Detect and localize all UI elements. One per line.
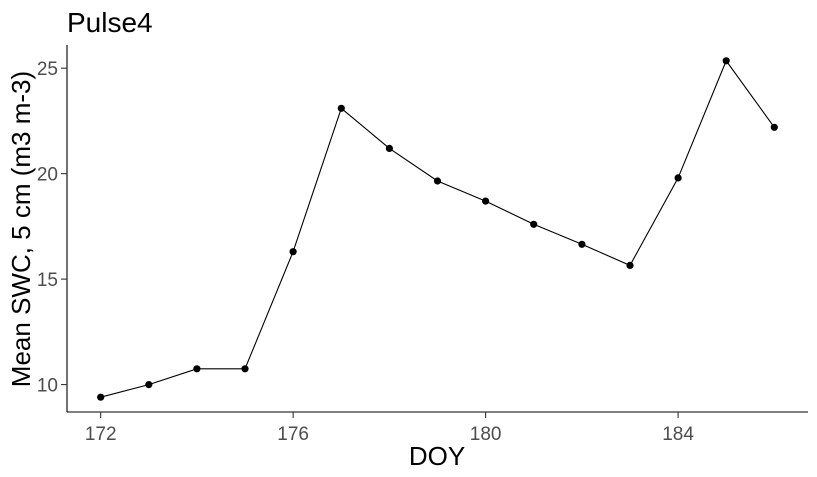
data-point	[626, 261, 634, 269]
series-line	[100, 59, 775, 398]
data-points	[97, 57, 778, 401]
x-ticks: 172 176 180 184	[85, 412, 694, 445]
data-point	[530, 220, 538, 228]
data-point	[674, 174, 682, 182]
y-tick-label: 15	[37, 270, 58, 291]
y-tick-label: 10	[37, 376, 58, 397]
x-axis-title: DOY	[409, 441, 465, 471]
data-point	[385, 144, 393, 152]
y-tick-label: 20	[37, 165, 58, 186]
chart-title: Pulse4	[67, 7, 153, 38]
x-tick-label: 172	[85, 424, 117, 445]
data-point	[722, 57, 730, 65]
data-point	[145, 381, 153, 389]
data-point	[337, 104, 345, 112]
y-tick-label: 25	[37, 59, 58, 80]
data-point	[97, 393, 105, 401]
y-ticks: 10 15 20 25	[37, 59, 67, 397]
data-point	[482, 197, 490, 205]
x-tick-label: 180	[470, 424, 502, 445]
x-tick-label: 184	[662, 424, 694, 445]
plot-area: 172 176 180 184 10 15 20 25	[37, 45, 808, 445]
data-point	[193, 365, 201, 373]
data-point	[289, 248, 297, 256]
data-point	[433, 177, 442, 185]
y-axis-title: Mean SWC, 5 cm (m3 m-3)	[6, 71, 36, 387]
x-tick-label: 176	[277, 424, 309, 445]
data-point	[241, 365, 249, 373]
data-point	[578, 240, 586, 248]
data-point	[770, 123, 778, 131]
